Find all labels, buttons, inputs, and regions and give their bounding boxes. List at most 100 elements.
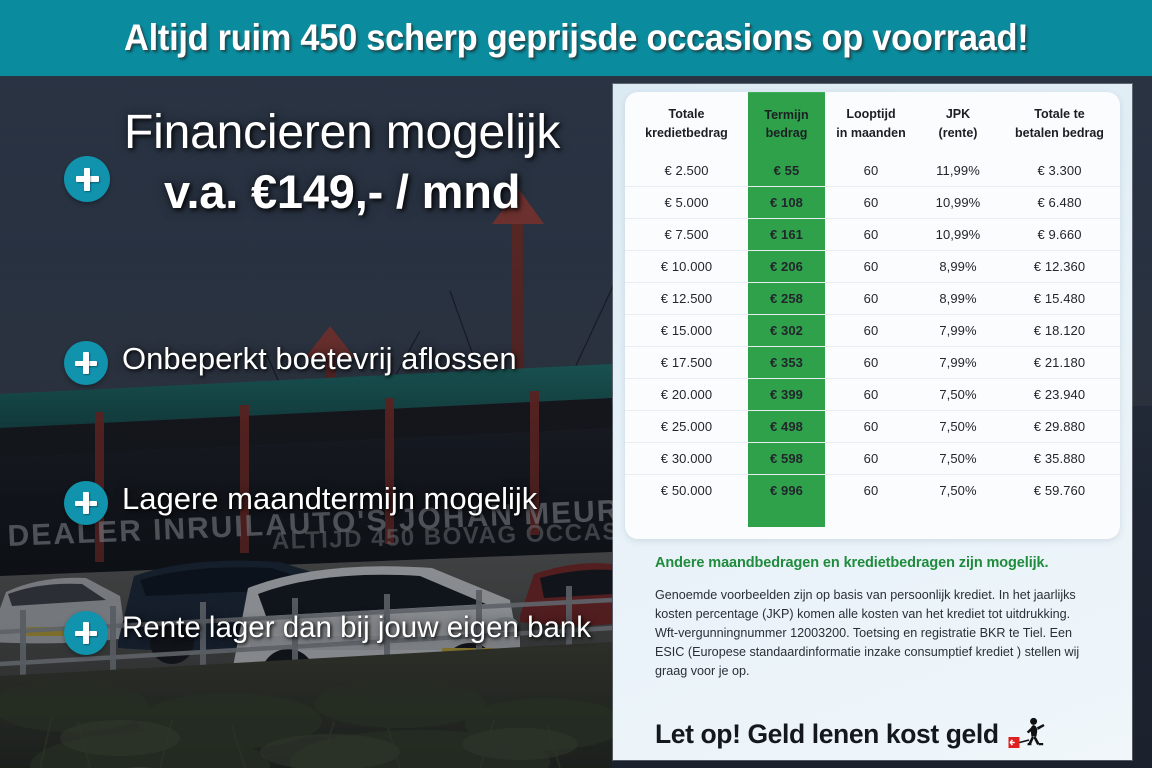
table-row: € 2.500 € 55 60 11,99% € 3.300 [625,154,1120,187]
table-cell: 7,50% [917,442,999,475]
table-cell: 10,99% [917,186,999,219]
table-cell: 60 [825,474,917,507]
rate-table: Totale kredietbedrag Termijn bedrag Loop… [625,92,1120,507]
green-column-extension [748,506,825,527]
table-cell: 60 [825,282,917,315]
table-cell: € 6.480 [999,186,1120,219]
table-cell: € 9.660 [999,218,1120,251]
table-cell: € 17.500 [625,346,748,379]
table-row: € 30.000 € 598 60 7,50% € 35.880 [625,442,1120,475]
table-cell: € 15.000 [625,314,748,347]
cell-termijnbedrag: € 55 [748,154,825,187]
table-cell: € 23.940 [999,378,1120,411]
table-cell: 8,99% [917,250,999,283]
feature-item-1: Lagere maandtermijn mogelijk [64,481,537,525]
cell-termijnbedrag: € 353 [748,346,825,379]
table-cell: 60 [863,162,879,178]
table-cell: € 30.000 [625,442,748,475]
table-cell: 60 [825,442,917,475]
table-cell: 7,99% [917,314,999,347]
top-banner: Altijd ruim 450 scherp geprijsde occasio… [0,0,1152,76]
cell-termijnbedrag: € 108 [748,186,825,219]
cell-termijnbedrag: € 598 [748,442,825,475]
table-row: € 20.000 € 399 60 7,50% € 23.940 [625,378,1120,411]
headline-line-2: v.a. €149,- / mnd [164,164,521,218]
table-cell: 60 [825,186,917,219]
table-cell: € 7.500 [625,218,748,251]
table-cell: € 50.000 [625,474,748,507]
table-cell: € 10.000 [625,250,748,283]
table-cell: 60 [825,250,917,283]
cell-termijnbedrag: € 498 [748,410,825,443]
feature-item-2: Rente lager dan bij jouw eigen bank [64,611,591,655]
table-cell: € 5.000 [625,186,748,219]
финance-panel: Totale kredietbedrag Termijn bedrag Loop… [613,84,1132,760]
table-cell: 60 [825,314,917,347]
feature-label: Onbeperkt boetevrij aflossen [122,341,517,376]
table-cell: € 18.120 [999,314,1120,347]
table-cell: € 15.480 [999,282,1120,315]
table-cell: € 12.500 [625,282,748,315]
table-cell: 11,99% [936,162,980,178]
feature-label: Rente lager dan bij jouw eigen bank [122,611,592,644]
table-cell: € 2.500 [664,162,709,178]
table-cell: 7,50% [917,410,999,443]
column-header-termijnbedrag: Termijn bedrag [748,92,825,155]
disclaimer-block: Andere maandbedragen en kredietbedragen … [613,554,1132,682]
table-cell: 60 [825,346,917,379]
table-row: € 7.500 € 161 60 10,99% € 9.660 [625,218,1120,251]
warning-text: Let op! Geld lenen kost geld [655,718,999,749]
headline-block: Financieren mogelijk v.a. €149,- / mnd [64,104,560,220]
table-row: € 50.000 € 996 60 7,50% € 59.760 [625,474,1120,507]
feature-list: Financieren mogelijk v.a. €149,- / mnd O… [0,76,620,768]
table-cell: 7,50% [917,378,999,411]
table-cell: 8,99% [917,282,999,315]
cell-termijnbedrag: € 996 [748,474,825,507]
table-cell: 60 [825,410,917,443]
table-cell: 60 [825,218,917,251]
column-header-jpk: JPK (rente) [938,107,978,140]
table-row: € 17.500 € 353 60 7,99% € 21.180 [625,346,1120,379]
table-cell: € 35.880 [999,442,1120,475]
table-cell: 10,99% [917,218,999,251]
feature-item-0: Onbeperkt boetevrij aflossen [64,341,517,385]
table-cell: € 20.000 [625,378,748,411]
table-cell: 7,50% [917,474,999,507]
column-header-totale-te-betalen: Totale te betalen bedrag [1015,107,1104,140]
table-cell: 7,99% [917,346,999,379]
walking-man-pulling-block-icon [1008,717,1048,751]
headline-line-1: Financieren mogelijk [124,106,561,159]
table-cell: € 3.300 [1037,162,1082,178]
table-row: € 25.000 € 498 60 7,50% € 29.880 [625,410,1120,443]
plus-icon [64,341,108,385]
column-header-looptijd: Looptijd in maanden [836,107,906,140]
disclaimer-heading: Andere maandbedragen en kredietbedragen … [655,555,1049,571]
rate-table-card: Totale kredietbedrag Termijn bedrag Loop… [625,92,1120,539]
table-row: € 15.000 € 302 60 7,99% € 18.120 [625,314,1120,347]
table-cell: € 59.760 [999,474,1120,507]
table-cell: € 21.180 [999,346,1120,379]
table-cell: 60 [825,378,917,411]
plus-icon [64,156,110,202]
cell-termijnbedrag: € 302 [748,314,825,347]
warning-block: Let op! Geld lenen kost geld [655,717,1048,751]
table-row: € 10.000 € 206 60 8,99% € 12.360 [625,250,1120,283]
plus-icon [64,611,108,655]
column-header-kredietbedrag: Totale kredietbedrag [645,107,728,140]
cell-termijnbedrag: € 399 [748,378,825,411]
cell-termijnbedrag: € 161 [748,218,825,251]
table-row: € 12.500 € 258 60 8,99% € 15.480 [625,282,1120,315]
top-banner-text: Altijd ruim 450 scherp geprijsde occasio… [123,17,1029,58]
table-cell: € 12.360 [999,250,1120,283]
cell-termijnbedrag: € 206 [748,250,825,283]
table-cell: € 29.880 [999,410,1120,443]
table-row: € 5.000 € 108 60 10,99% € 6.480 [625,186,1120,219]
plus-icon [64,481,108,525]
disclaimer-body: Genoemde voorbeelden zijn op basis van p… [655,587,1080,679]
rate-table-body: € 2.500 € 55 60 11,99% € 3.300 € 5.000 € 108 60… [625,154,1120,507]
feature-label: Lagere maandtermijn mogelijk [122,481,538,516]
table-header-row: Totale kredietbedrag Termijn bedrag Loop… [625,92,1120,155]
table-cell: € 25.000 [625,410,748,443]
cell-termijnbedrag: € 258 [748,282,825,315]
